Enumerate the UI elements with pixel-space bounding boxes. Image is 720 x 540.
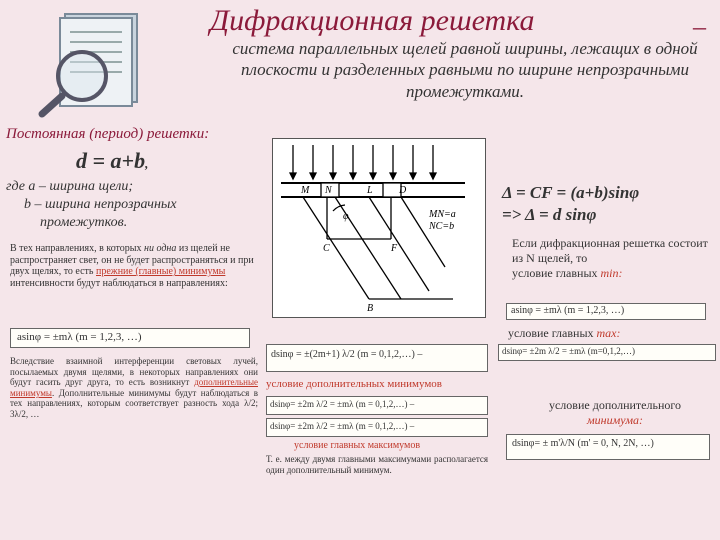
note-r-p1: Если дифракционная решетка состоит из N …: [512, 236, 712, 266]
formula-box-main-min: asinφ = ±mλ (m = 1,2,3, …): [506, 303, 706, 320]
formula-box-additional-min: dsinφ= ± m'λ/N (m' = 0, N, 2N, …): [506, 434, 710, 460]
svg-text:C: C: [323, 243, 330, 254]
svg-text:M: M: [300, 185, 310, 196]
note1-highlight: прежние (главные) минимумы: [96, 266, 225, 277]
formula-d-main: d = a+b: [76, 148, 145, 173]
svg-text:N: N: [324, 185, 333, 196]
page-title: Дифракционная решетка: [210, 4, 534, 38]
svg-text:NC=b: NC=b: [428, 221, 454, 232]
formula-box-mid1: dsinφ = ±(2m+1) λ/2 (m = 0,1,2,…) –: [266, 344, 488, 372]
svg-text:MN=a: MN=a: [428, 209, 456, 220]
delta-line1: Δ = CF = (a+b)sinφ: [502, 182, 712, 204]
formula-box-mid2: dsinφ= ±2m λ/2 = ±mλ (m = 0,1,2,…) –: [266, 396, 488, 415]
definition-text: система параллельных щелей равной ширины…: [230, 38, 700, 102]
svg-text:B: B: [367, 303, 373, 314]
where-a: где a – ширина щели;: [6, 178, 266, 196]
lbl-max-r: max:: [597, 326, 621, 340]
note-r-p2: условие главных: [512, 266, 601, 280]
formula-d: d = a+b,: [76, 148, 148, 174]
label-mid-additional-min: условие дополнительных минимумов: [266, 378, 442, 390]
svg-text:D: D: [398, 185, 407, 196]
delta-formula: Δ = CF = (a+b)sinφ => Δ = d sinφ: [502, 182, 712, 226]
formula-box-main-max: dsinφ= ±2m λ/2 = ±mλ (m=0,1,2,…): [498, 344, 716, 361]
diffraction-diagram: M N L D C F B φ MN=a NC=b: [272, 138, 486, 318]
lbl-max-p: условие главных: [508, 326, 597, 340]
note1-p3: интенсивности будут наблюдаться в направ…: [10, 278, 228, 289]
lbl-dop-p: условие дополнительного: [549, 398, 681, 412]
where-b2: промежутков.: [6, 214, 266, 232]
lbl-dop-r: минимума:: [587, 413, 643, 427]
mid-note: Т. е. между двумя главными максимумами р…: [266, 454, 488, 476]
label-main-max: условие главных max:: [508, 326, 621, 341]
period-label: Постоянная (период) решетки:: [6, 126, 209, 143]
svg-text:F: F: [390, 243, 398, 254]
where-block: где a – ширина щели; b – ширина непрозра…: [6, 178, 266, 233]
label-mid-main-max: условие главных максимумов: [294, 440, 420, 451]
document-magnifier-icon: [30, 8, 180, 118]
where-b: b – ширина непрозрачных: [6, 196, 266, 214]
note-n-slits: Если дифракционная решетка состоит из N …: [512, 236, 712, 281]
svg-text:L: L: [366, 185, 373, 196]
label-additional-min: условие дополнительного минимума:: [520, 398, 710, 428]
note1-em: ни одна: [144, 243, 176, 254]
formula-box-mid2b: dsinφ= ±2m λ/2 = ±mλ (m = 0,1,2,…) –: [266, 418, 488, 437]
note-directions: В тех направлениях, в которых ни одна из…: [10, 243, 270, 289]
note-r-min: min:: [601, 266, 623, 280]
note-interference: Вследствие взаимной интерференции светов…: [10, 356, 258, 420]
note1-p1: В тех направлениях, в которых: [10, 243, 144, 254]
svg-text:φ: φ: [343, 211, 349, 222]
formula-box-asin: asinφ = ±mλ (m = 1,2,3, …): [10, 328, 250, 348]
delta-line2: => Δ = d sinφ: [502, 204, 712, 226]
formula-d-tail: ,: [145, 156, 148, 171]
